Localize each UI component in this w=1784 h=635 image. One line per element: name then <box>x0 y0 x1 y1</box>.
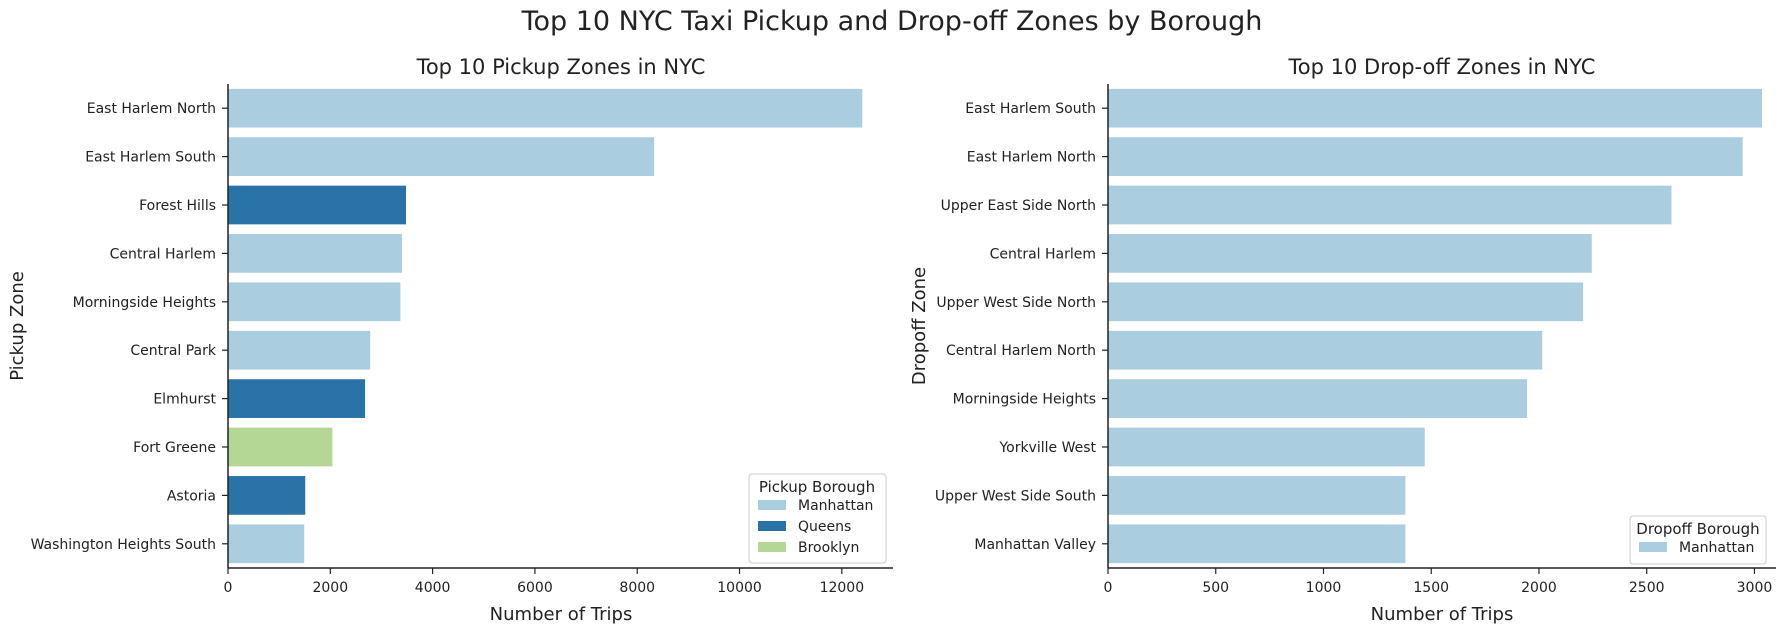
pickup-bar-east-harlem-north <box>228 88 863 128</box>
dropoff-x-tick-label: 1000 <box>1306 580 1342 596</box>
pickup-y-tick-label: Washington Heights South <box>31 537 216 553</box>
pickup-legend: Pickup Borough Manhattan Queens Brooklyn <box>748 473 887 564</box>
pickup-zones-chart: Top 10 Pickup Zones in NYC Number of Tri… <box>7 55 893 625</box>
dropoff-x-tick-label: 0 <box>1104 580 1113 596</box>
pickup-x-axis-label: Number of Trips <box>490 604 633 625</box>
dropoff-y-tick-label: Morningside Heights <box>953 392 1096 408</box>
dropoff-y-tick-label: Upper West Side South <box>935 488 1096 504</box>
pickup-bar-central-harlem <box>228 234 402 273</box>
dropoff-bar-upper-east-side-north <box>1108 185 1672 225</box>
dropoff-y-tick-label: East Harlem South <box>965 101 1096 117</box>
pickup-bars <box>228 88 863 564</box>
pickup-y-axis-label: Pickup Zone <box>7 271 28 381</box>
pickup-x-tick-label: 10000 <box>717 580 762 596</box>
pickup-y-tick-label: Central Harlem <box>110 246 216 262</box>
pickup-x-tick-label: 2000 <box>312 580 348 596</box>
figure-title: Top 10 NYC Taxi Pickup and Drop-off Zone… <box>521 6 1263 37</box>
pickup-y-ticks: East Harlem North East Harlem South Forest… <box>31 101 228 553</box>
pickup-x-ticks: 0 2000 4000 6000 8000 10000 12000 <box>224 568 865 596</box>
pickup-legend-title: Pickup Borough <box>759 478 875 496</box>
pickup-y-tick-label: Morningside Heights <box>73 295 216 311</box>
pickup-y-tick-label: East Harlem North <box>87 101 216 117</box>
dropoff-y-ticks: East Harlem South East Harlem North Upper … <box>935 101 1108 553</box>
pickup-chart-title: Top 10 Pickup Zones in NYC <box>416 55 706 79</box>
dropoff-bar-manhattan-valley <box>1108 524 1406 564</box>
pickup-y-tick-label: Astoria <box>167 488 216 504</box>
dropoff-bar-morningside-heights <box>1108 379 1528 418</box>
dropoff-x-tick-label: 2000 <box>1521 580 1557 596</box>
pickup-y-tick-label: Fort Greene <box>133 440 216 456</box>
dropoff-bar-yorkville-west <box>1108 427 1425 467</box>
dropoff-bar-upper-west-side-south <box>1108 476 1406 515</box>
dropoff-y-tick-label: Upper West Side North <box>936 295 1096 311</box>
dropoff-zones-chart: Top 10 Drop-off Zones in NYC Number of T… <box>909 55 1776 625</box>
pickup-bar-fort-greene <box>228 427 333 467</box>
pickup-y-tick-label: Elmhurst <box>153 392 216 408</box>
dropoff-y-tick-label: Central Harlem North <box>946 343 1096 359</box>
dropoff-y-axis-label: Dropoff Zone <box>909 267 930 385</box>
dropoff-axes <box>1107 84 1776 569</box>
dropoff-y-tick-label: East Harlem North <box>967 150 1096 166</box>
pickup-bar-morningside-heights <box>228 282 401 322</box>
dropoff-chart-title: Top 10 Drop-off Zones in NYC <box>1288 55 1596 79</box>
dropoff-y-tick-label: Yorkville West <box>998 440 1096 456</box>
pickup-bar-astoria <box>228 476 306 515</box>
dropoff-x-tick-label: 2500 <box>1629 580 1665 596</box>
dropoff-bar-upper-west-side-north <box>1108 282 1584 322</box>
dropoff-legend-label-manhattan: Manhattan <box>1679 540 1754 556</box>
pickup-x-tick-label: 0 <box>224 580 233 596</box>
dropoff-bar-east-harlem-south <box>1108 88 1762 128</box>
dropoff-legend-entries: Manhattan <box>1639 540 1754 556</box>
pickup-y-tick-label: East Harlem South <box>85 150 216 166</box>
pickup-legend-swatch-queens <box>758 521 786 531</box>
dropoff-bar-central-harlem <box>1108 234 1592 273</box>
pickup-legend-swatch-brooklyn <box>758 542 786 552</box>
pickup-bar-washington-heights-south <box>228 524 305 564</box>
pickup-x-tick-label: 8000 <box>619 580 655 596</box>
dropoff-x-ticks: 0 500 1000 1500 2000 2500 3000 <box>1104 568 1773 596</box>
pickup-bar-elmhurst <box>228 379 366 418</box>
dropoff-y-tick-label: Upper East Side North <box>941 198 1096 214</box>
pickup-bar-east-harlem-south <box>228 137 655 176</box>
pickup-legend-label-manhattan: Manhattan <box>798 498 873 514</box>
dropoff-legend: Dropoff Borough Manhattan <box>1629 515 1767 565</box>
dropoff-y-tick-label: Central Harlem <box>990 246 1096 262</box>
dropoff-x-tick-label: 500 <box>1202 580 1229 596</box>
pickup-bar-forest-hills <box>228 185 407 225</box>
pickup-x-tick-label: 4000 <box>415 580 451 596</box>
dropoff-x-tick-label: 1500 <box>1413 580 1449 596</box>
dropoff-legend-swatch-manhattan <box>1639 542 1667 552</box>
pickup-y-tick-label: Central Park <box>130 343 217 359</box>
dropoff-x-axis-label: Number of Trips <box>1371 604 1514 625</box>
dropoff-bar-central-harlem-north <box>1108 330 1543 370</box>
dropoff-x-tick-label: 3000 <box>1737 580 1773 596</box>
pickup-x-tick-label: 12000 <box>820 580 865 596</box>
pickup-y-tick-label: Forest Hills <box>139 198 216 214</box>
pickup-legend-label-queens: Queens <box>798 519 851 535</box>
pickup-legend-entries: Manhattan Queens Brooklyn <box>758 498 873 556</box>
pickup-legend-label-brooklyn: Brooklyn <box>798 540 859 556</box>
dropoff-bar-east-harlem-north <box>1108 137 1743 176</box>
dropoff-legend-title: Dropoff Borough <box>1636 520 1759 538</box>
dropoff-y-tick-label: Manhattan Valley <box>974 537 1096 553</box>
pickup-x-tick-label: 6000 <box>517 580 553 596</box>
dropoff-bars <box>1108 88 1762 564</box>
pickup-axes <box>227 84 893 569</box>
pickup-legend-swatch-manhattan <box>758 500 786 510</box>
pickup-legend-frame <box>748 473 887 564</box>
pickup-bar-central-park <box>228 330 371 370</box>
